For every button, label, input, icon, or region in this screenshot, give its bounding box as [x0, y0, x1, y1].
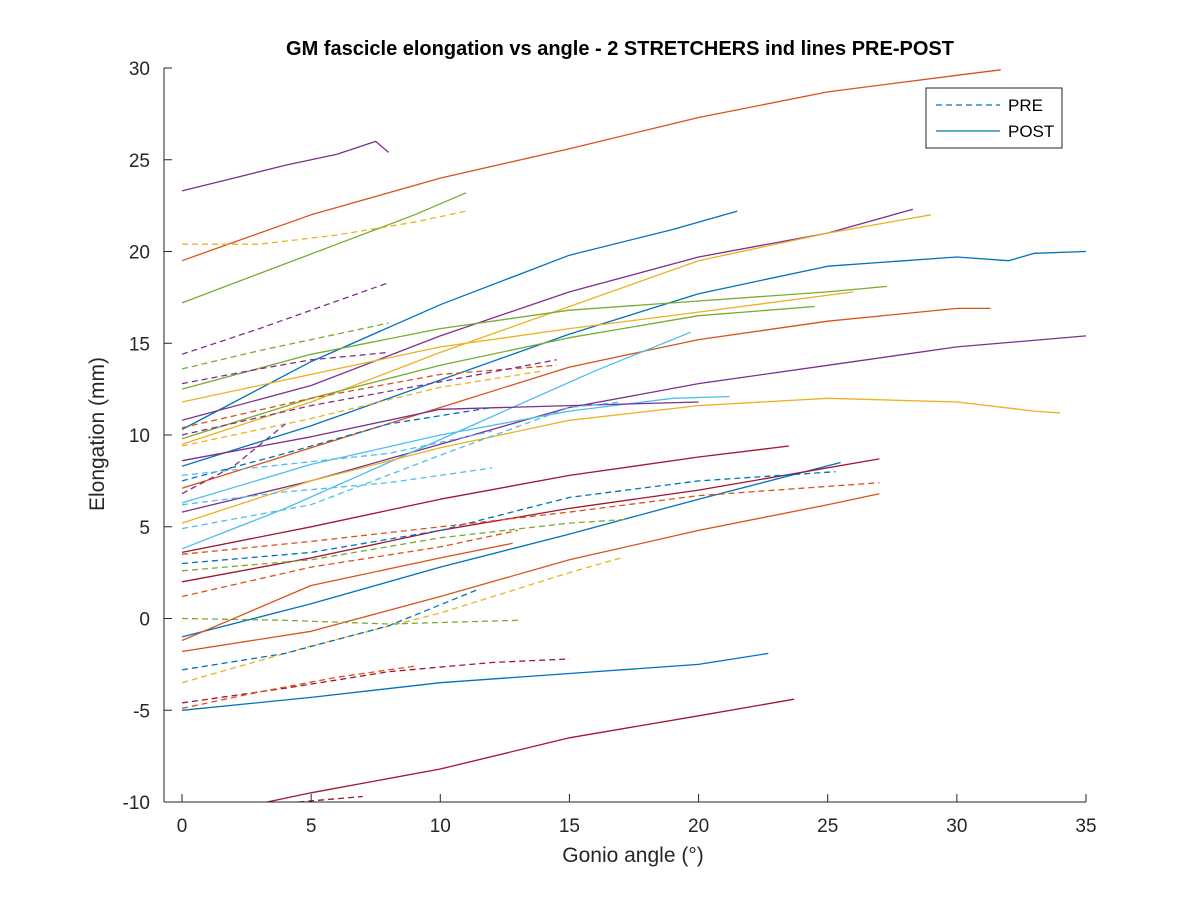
post-series-line-21	[181, 542, 513, 642]
post-series-line-20	[181, 493, 880, 653]
y-tick-label: 5	[139, 518, 150, 539]
post-series-line-15	[181, 395, 730, 504]
x-tick-label: 5	[306, 816, 317, 837]
x-tick-label: 10	[430, 816, 451, 837]
x-tick-label: 25	[817, 816, 838, 837]
pre-series-line-41	[181, 588, 480, 671]
post-series-line-16	[181, 401, 699, 462]
pre-series-line-33	[181, 467, 492, 506]
post-series-line-7	[181, 250, 1087, 467]
pre-series-line-40	[181, 617, 518, 625]
pre-series-line-30	[181, 406, 493, 482]
pre-series-line-27	[181, 364, 557, 429]
legend-box	[925, 87, 1063, 149]
post-series-line-17	[181, 445, 790, 554]
pre-series-line-32	[181, 423, 286, 495]
x-tick-label: 30	[946, 816, 967, 837]
pre-series-line-26	[181, 351, 389, 385]
post-series-line-8	[181, 285, 888, 390]
post-series-line-1	[181, 140, 390, 192]
pre-series-line-34	[181, 401, 622, 530]
y-tick-label: -10	[123, 793, 150, 814]
y-tick-label: 0	[139, 610, 150, 631]
post-series-line-23	[267, 698, 795, 802]
post-series-line-22	[181, 652, 769, 711]
series-layer	[181, 69, 1087, 802]
x-tick-label: 20	[688, 816, 709, 837]
legend-pre-label: PRE	[1008, 96, 1043, 115]
post-series-line-13	[181, 331, 692, 550]
legend: PRE POST	[925, 87, 1063, 149]
pre-series-line-38	[181, 529, 518, 598]
x-axis-title: Gonio angle (°)	[562, 844, 703, 867]
pre-series-line-36	[181, 482, 880, 555]
post-series-line-0	[181, 69, 1001, 262]
axes-layer: 0 5 10 15 20 25 30 35 -10 -5 0 5 10 15 20 25 30	[123, 59, 1097, 837]
y-tick-label: 15	[129, 334, 150, 355]
post-series-line-2	[181, 192, 467, 304]
pre-series-line-28	[181, 359, 557, 436]
post-series-line-10	[181, 305, 815, 440]
post-series-line-18	[181, 461, 841, 638]
pre-series-line-3	[182, 210, 467, 245]
pre-series-line-31	[181, 430, 493, 477]
post-series-line-6	[181, 214, 932, 445]
y-tick-label: 20	[129, 243, 150, 264]
post-series-line-11	[181, 307, 991, 489]
chart-title: GM fascicle elongation vs angle - 2 STRE…	[286, 38, 954, 60]
post-series-line-9	[181, 291, 854, 403]
pre-series-line-29	[181, 370, 544, 447]
y-tick-label: 30	[129, 59, 150, 80]
pre-series-line-44	[298, 795, 363, 802]
y-tick-label: 10	[129, 426, 150, 447]
x-tick-label: 0	[177, 816, 188, 837]
pre-series-line-24	[181, 282, 389, 355]
pre-series-line-37	[181, 518, 627, 572]
x-tick-label: 35	[1075, 816, 1096, 837]
y-tick-label: 25	[129, 151, 150, 172]
post-series-line-4	[181, 210, 738, 431]
y-tick-label: -5	[133, 701, 150, 722]
post-series-line-14	[181, 397, 1061, 524]
pre-series-line-25	[181, 322, 389, 370]
pre-series-line-39	[181, 557, 622, 684]
legend-post-label: POST	[1008, 122, 1054, 141]
x-tick-label: 15	[559, 816, 580, 837]
y-axis-title: Elongation (mm)	[86, 357, 109, 511]
